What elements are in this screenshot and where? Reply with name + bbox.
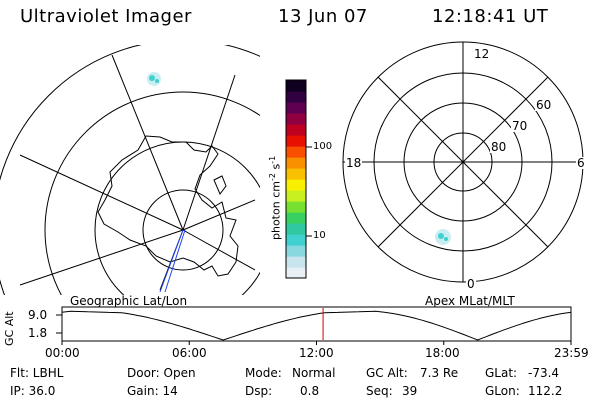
glat-value: -73.4	[528, 366, 560, 380]
colorbar-swatch	[286, 168, 306, 180]
seq-value: 39	[402, 384, 418, 398]
geo-aurora-spot	[155, 79, 159, 83]
spacecraft-track	[164, 229, 186, 293]
colorbar-swatch	[286, 256, 306, 268]
mlt-label-0: 0	[466, 277, 476, 291]
apex-mlt-line	[377, 76, 549, 248]
colorbar-swatch	[286, 179, 306, 191]
colorbar-swatch	[286, 212, 306, 224]
dsp-value: 0.8	[300, 384, 320, 398]
colorbar-swatch	[286, 113, 306, 125]
apex-map-label: Apex MLat/MLT	[425, 294, 515, 308]
colorbar-tick-100: 100	[313, 141, 333, 152]
apex-aurora-spot	[438, 233, 444, 239]
geo-meridian	[182, 74, 236, 231]
colorbar-swatch	[286, 190, 306, 202]
geographic-map	[0, 45, 260, 295]
apex-map	[342, 41, 584, 283]
mode-value: Normal	[292, 366, 336, 380]
colorbar-swatch	[286, 245, 306, 257]
mlt-label-12: 12	[473, 47, 491, 61]
colorbar-unit-exp: -2	[268, 173, 277, 182]
observation-date: 13 Jun 07	[278, 6, 368, 27]
geo-aurora-spot	[149, 75, 155, 81]
mlt-label-18: 18	[345, 156, 363, 170]
colorbar-unit-time: s	[269, 163, 283, 170]
altitude-ytick-9: 9.0	[28, 308, 48, 322]
geo-lat-circle	[142, 189, 224, 271]
glat-label: GLat:	[485, 366, 518, 380]
colorbar-swatch	[286, 157, 306, 169]
geo-meridian	[182, 229, 256, 271]
altitude-xtick: 23:59	[554, 346, 589, 360]
filter-status: Flt: LBHL	[10, 366, 64, 380]
ip-status: IP: 36.0	[10, 384, 56, 398]
door-status: Door: Open	[127, 366, 196, 380]
seq-label: Seq:	[366, 384, 393, 398]
colorbar-unit: photon cm-2 s-1	[268, 156, 283, 240]
mlat-label-80: 80	[490, 140, 508, 154]
colorbar-swatch	[286, 124, 306, 136]
geo-meridian	[19, 154, 184, 231]
altitude-xtick: 00:00	[45, 346, 80, 360]
app-title: Ultraviolet Imager	[20, 6, 192, 27]
colorbar-swatch	[286, 223, 306, 235]
altitude-ylabel: GC Alt	[3, 311, 16, 346]
colorbar	[285, 79, 312, 279]
mode-label: Mode:	[245, 366, 282, 380]
dsp-label: Dsp:	[245, 384, 273, 398]
colorbar-swatch	[286, 234, 306, 246]
altitude-xtick: 06:00	[172, 346, 207, 360]
mlat-label-60: 60	[535, 98, 553, 112]
geo-lat-circle	[44, 91, 260, 295]
apex-aurora-spot	[444, 237, 448, 241]
colorbar-swatch	[286, 201, 306, 213]
geo-map-label: Geographic Lat/Lon	[70, 294, 188, 308]
colorbar-swatch	[286, 146, 306, 158]
colorbar-tick-10: 10	[313, 230, 326, 241]
colorbar-swatch	[286, 102, 306, 114]
gc-alt-value: 7.3 Re	[420, 366, 459, 380]
geo-meridian	[19, 229, 184, 286]
altitude-curve	[61, 310, 572, 341]
observation-time: 12:18:41 UT	[432, 6, 549, 27]
mlt-label-6: 6	[576, 156, 586, 170]
colorbar-swatch	[286, 80, 306, 92]
colorbar-unit-base: photon cm	[269, 181, 283, 240]
glon-label: GLon:	[485, 384, 520, 398]
geo-meridian	[182, 199, 256, 231]
altitude-xtick: 12:00	[299, 346, 334, 360]
colorbar-swatch	[286, 91, 306, 103]
geo-meridian	[111, 54, 184, 231]
gc-alt-label: GC Alt:	[366, 366, 408, 380]
glon-value: 112.2	[528, 384, 563, 398]
mlat-label-70: 70	[511, 119, 529, 133]
coastline	[97, 135, 239, 277]
altitude-plot	[56, 306, 572, 345]
spacecraft-track	[159, 229, 184, 293]
colorbar-swatch	[286, 135, 306, 147]
altitude-xtick: 18:00	[425, 346, 460, 360]
colorbar-swatch	[286, 267, 306, 279]
gain-status: Gain: 14	[127, 384, 178, 398]
colorbar-unit-exp: -1	[268, 155, 277, 164]
altitude-ytick-1.8: 1.8	[28, 326, 48, 340]
coastline	[213, 175, 227, 195]
